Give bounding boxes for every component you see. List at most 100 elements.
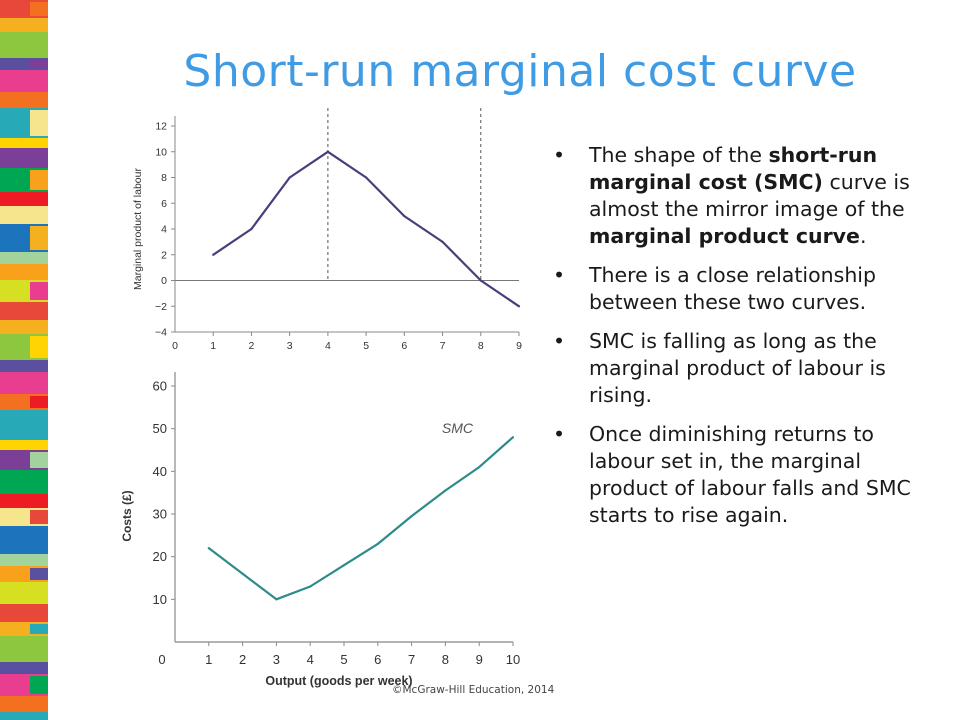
y-tick-label: 10 bbox=[153, 592, 167, 607]
stripe-band bbox=[0, 526, 48, 554]
y-tick-label: 40 bbox=[153, 464, 167, 479]
stripe-band bbox=[0, 206, 48, 224]
smc-data-point bbox=[309, 585, 312, 588]
stripe-band bbox=[0, 582, 48, 604]
stripe-band bbox=[0, 410, 48, 440]
smc-data-point bbox=[207, 547, 210, 550]
stripe-band bbox=[30, 624, 48, 634]
bullet-bold-text: short-run marginal cost (SMC) bbox=[589, 143, 878, 194]
smc-data-point bbox=[511, 436, 515, 439]
stripe-band bbox=[0, 32, 48, 58]
y-tick-label: 2 bbox=[161, 249, 167, 261]
stripe-band bbox=[0, 604, 48, 622]
stripe-band bbox=[30, 568, 48, 580]
x-tick-label: 5 bbox=[340, 652, 347, 667]
stripe-band bbox=[0, 18, 48, 32]
x-tick-label: 9 bbox=[476, 652, 483, 667]
stripe-band bbox=[0, 372, 48, 394]
y-axis-label: Marginal product of labour bbox=[132, 168, 144, 290]
smc-data-point bbox=[478, 465, 481, 469]
stripe-band bbox=[0, 440, 48, 450]
stripe-band bbox=[0, 70, 48, 92]
smc-series-line bbox=[208, 436, 514, 601]
slide-title: Short-run marginal cost curve bbox=[183, 46, 857, 97]
x-tick-label: 10 bbox=[506, 652, 520, 667]
y-tick-label: 8 bbox=[161, 172, 167, 184]
bullet-item: SMC is falling as long as the marginal p… bbox=[553, 328, 943, 409]
y-tick-label: 4 bbox=[161, 224, 167, 236]
series-label: SMC bbox=[442, 420, 474, 436]
stripe-band bbox=[30, 396, 48, 408]
y-tick-label: −2 bbox=[155, 301, 167, 313]
bullet-item: The shape of the short-run marginal cost… bbox=[553, 142, 943, 250]
stripe-band bbox=[30, 2, 48, 16]
mp-data-point bbox=[365, 176, 368, 179]
x-tick-label: 7 bbox=[440, 340, 446, 352]
mp-data-point bbox=[288, 176, 291, 179]
y-tick-label: 6 bbox=[161, 198, 167, 210]
mp-data-point bbox=[479, 279, 482, 282]
mp-data-point bbox=[517, 305, 521, 308]
stripe-band bbox=[0, 264, 48, 280]
stripe-band bbox=[0, 360, 48, 372]
x-tick-label: 3 bbox=[287, 340, 293, 352]
x-tick-label: 3 bbox=[273, 652, 280, 667]
x-tick-label: 2 bbox=[249, 340, 255, 352]
stripe-band bbox=[0, 554, 48, 566]
stripe-band bbox=[0, 192, 48, 206]
smc-data-point bbox=[241, 572, 244, 575]
smc-data-point bbox=[410, 515, 413, 518]
x-tick-label: 7 bbox=[408, 652, 415, 667]
stripe-band bbox=[0, 148, 48, 168]
x-tick-label: 6 bbox=[401, 340, 407, 352]
x-axis-label: Output (goods per week) bbox=[265, 674, 412, 688]
stripe-band bbox=[30, 170, 48, 190]
stripe-band bbox=[30, 226, 48, 250]
x-tick-label: 6 bbox=[374, 652, 381, 667]
y-tick-label: 0 bbox=[161, 275, 167, 287]
smc-data-point bbox=[275, 598, 278, 601]
stripe-band bbox=[0, 252, 48, 264]
bullet-text: Once diminishing returns to labour set i… bbox=[589, 422, 911, 527]
bullet-list: The shape of the short-run marginal cost… bbox=[553, 142, 943, 541]
bullet-bold-text: marginal product curve bbox=[589, 224, 860, 248]
stripe-band bbox=[0, 302, 48, 320]
smc-data-point bbox=[444, 489, 447, 492]
x-tick-label: 0 bbox=[158, 652, 165, 667]
bullet-text: SMC is falling as long as the marginal p… bbox=[589, 329, 886, 407]
x-tick-label: 0 bbox=[172, 340, 178, 352]
smc-chart: 10 20 30 40 50 60 0 1 2 3 4 5 6 7 8 9 10 Costs (£) Output … bbox=[120, 372, 520, 688]
stripe-band bbox=[30, 336, 48, 358]
copyright-footer: ©McGraw-Hill Education, 2014 bbox=[392, 684, 555, 696]
smc-data-point bbox=[376, 542, 379, 545]
y-tick-label: 10 bbox=[155, 146, 167, 158]
mp-data-point bbox=[441, 240, 444, 243]
stripe-band bbox=[0, 92, 48, 108]
stripe-band bbox=[30, 60, 48, 68]
stripe-band bbox=[30, 110, 48, 136]
stripe-band bbox=[0, 696, 48, 712]
stripe-band bbox=[30, 676, 48, 694]
bullet-text: . bbox=[859, 224, 867, 248]
bullet-text: The shape of the bbox=[589, 143, 769, 167]
smc-data-point bbox=[342, 564, 346, 567]
stripe-band bbox=[0, 138, 48, 148]
decorative-color-stripe bbox=[0, 0, 48, 720]
y-tick-label: 30 bbox=[153, 507, 167, 522]
y-axis-label: Costs (£) bbox=[120, 490, 134, 541]
x-tick-label: 5 bbox=[363, 340, 369, 352]
bullet-item: Once diminishing returns to labour set i… bbox=[553, 421, 943, 529]
bullet-text: There is a close relationship between th… bbox=[589, 263, 877, 314]
stripe-band bbox=[0, 320, 48, 334]
y-tick-label: 50 bbox=[153, 421, 167, 436]
stripe-band bbox=[0, 662, 48, 674]
mp-data-point bbox=[326, 150, 329, 153]
stripe-band bbox=[30, 452, 48, 468]
y-tick-label: 12 bbox=[155, 121, 167, 133]
mp-data-point bbox=[212, 253, 215, 256]
stripe-band bbox=[0, 712, 48, 720]
stripe-band bbox=[30, 510, 48, 524]
x-tick-label: 4 bbox=[325, 340, 331, 352]
